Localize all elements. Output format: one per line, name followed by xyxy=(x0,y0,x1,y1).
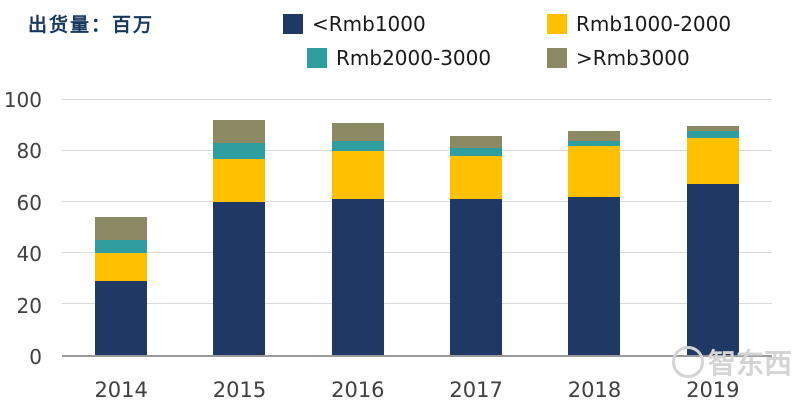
gridline-60 xyxy=(62,201,772,202)
bar-segment-2017-Rmb2000-3000 xyxy=(450,148,503,157)
bar-segment-2018-<Rmb1000 xyxy=(568,196,621,355)
bar-segment-2017-Rmb1000-2000 xyxy=(450,156,503,200)
bar-segment-2017->Rmb3000 xyxy=(450,135,503,149)
y-tick-label-20: 20 xyxy=(16,293,42,318)
bar-segment-2018-Rmb2000-3000 xyxy=(568,140,621,146)
legend-label: <Rmb1000 xyxy=(312,12,426,36)
y-tick-label-60: 60 xyxy=(16,190,42,215)
gridline-40 xyxy=(62,252,772,253)
bar-segment-2014-Rmb2000-3000 xyxy=(95,240,148,254)
y-tick-label-100: 100 xyxy=(3,88,42,112)
gridline-100 xyxy=(62,99,772,100)
bar-segment-2019-Rmb2000-3000 xyxy=(686,130,739,139)
bar-segment-2014-Rmb1000-2000 xyxy=(95,253,148,282)
x-tick-label-2016: 2016 xyxy=(331,378,385,402)
legend-item-rmb-under-1000: <Rmb1000 xyxy=(283,12,543,36)
legend-swatch-rmb-over-3000 xyxy=(547,48,567,68)
x-axis-labels: 2014 2015 2016 2017 2018 2019 xyxy=(62,378,772,408)
bars-layer xyxy=(62,100,772,355)
legend-swatch-rmb-under-1000 xyxy=(283,14,303,34)
bar-segment-2015->Rmb3000 xyxy=(213,120,266,144)
x-tick-label-2018: 2018 xyxy=(567,378,622,402)
legend-swatch-rmb-1000-2000 xyxy=(547,14,567,34)
y-axis-labels: 0 20 40 60 80 100 xyxy=(0,88,52,369)
gridline-20 xyxy=(62,303,772,304)
y-tick-label-0: 0 xyxy=(29,345,42,369)
bar-segment-2015-<Rmb1000 xyxy=(213,202,266,355)
bar-segment-2019->Rmb3000 xyxy=(686,125,739,131)
bar-segment-2018->Rmb3000 xyxy=(568,130,621,141)
bar-2018 xyxy=(568,100,621,355)
legend-item-rmb-over-3000: >Rmb3000 xyxy=(547,46,731,70)
chart-title: 出货量：百万 xyxy=(28,14,155,36)
x-tick-label-2017: 2017 xyxy=(449,378,503,402)
legend-label: Rmb1000-2000 xyxy=(576,12,732,36)
x-tick-label-2014: 2014 xyxy=(94,378,148,402)
bar-segment-2014->Rmb3000 xyxy=(95,217,148,241)
bar-segment-2017-<Rmb1000 xyxy=(450,199,503,355)
legend-label: >Rmb3000 xyxy=(576,46,690,70)
bar-segment-2015-Rmb2000-3000 xyxy=(213,143,266,159)
bar-2015 xyxy=(213,100,266,355)
bar-segment-2014-<Rmb1000 xyxy=(95,281,148,355)
x-tick-label-2019: 2019 xyxy=(686,378,740,402)
legend-item-rmb-2000-3000: Rmb2000-3000 xyxy=(283,46,543,70)
legend-swatch-rmb-2000-3000 xyxy=(307,48,327,68)
bar-segment-2016-Rmb1000-2000 xyxy=(331,151,384,200)
bar-2014 xyxy=(95,100,148,355)
y-tick-label-40: 40 xyxy=(16,242,42,267)
bar-segment-2016->Rmb3000 xyxy=(331,122,384,141)
plot-area xyxy=(62,99,772,357)
gridline-layer xyxy=(62,99,772,355)
bar-2016 xyxy=(331,100,384,355)
bar-segment-2019-Rmb1000-2000 xyxy=(686,138,739,185)
bar-segment-2019-<Rmb1000 xyxy=(686,184,739,355)
bar-2017 xyxy=(450,100,503,355)
gridline-80 xyxy=(62,150,772,151)
bar-segment-2018-Rmb1000-2000 xyxy=(568,145,621,197)
legend: <Rmb1000 Rmb1000-2000 Rmb2000-3000 >Rmb3… xyxy=(283,12,731,70)
y-tick-label-80: 80 xyxy=(16,139,42,164)
x-tick-label-2015: 2015 xyxy=(212,378,267,402)
bar-segment-2016-Rmb2000-3000 xyxy=(331,140,384,152)
bar-segment-2016-<Rmb1000 xyxy=(331,199,384,355)
bar-2019 xyxy=(686,100,739,355)
legend-label: Rmb2000-3000 xyxy=(336,46,492,70)
bar-segment-2015-Rmb1000-2000 xyxy=(213,158,266,202)
legend-item-rmb-1000-2000: Rmb1000-2000 xyxy=(547,12,731,36)
